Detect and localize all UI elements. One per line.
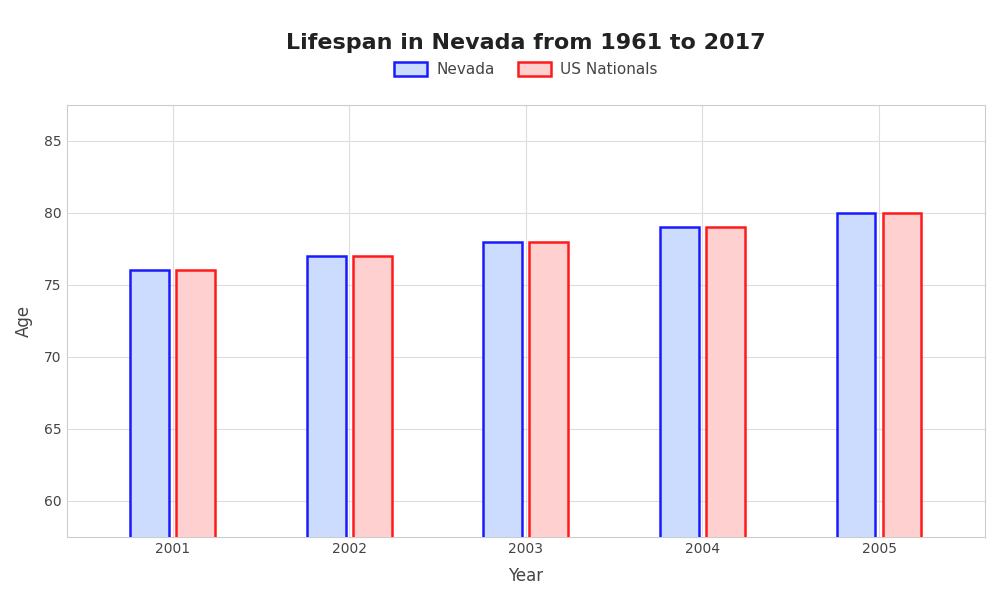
X-axis label: Year: Year <box>508 567 543 585</box>
Bar <box>176 271 215 600</box>
Bar <box>883 212 921 600</box>
Title: Lifespan in Nevada from 1961 to 2017: Lifespan in Nevada from 1961 to 2017 <box>286 33 766 53</box>
Bar <box>353 256 392 600</box>
Bar <box>660 227 699 600</box>
Y-axis label: Age: Age <box>15 305 33 337</box>
Bar <box>483 242 522 600</box>
Legend: Nevada, US Nationals: Nevada, US Nationals <box>388 56 664 83</box>
Bar <box>706 227 745 600</box>
Bar <box>130 271 169 600</box>
Bar <box>307 256 346 600</box>
Bar <box>529 242 568 600</box>
Bar <box>837 212 875 600</box>
